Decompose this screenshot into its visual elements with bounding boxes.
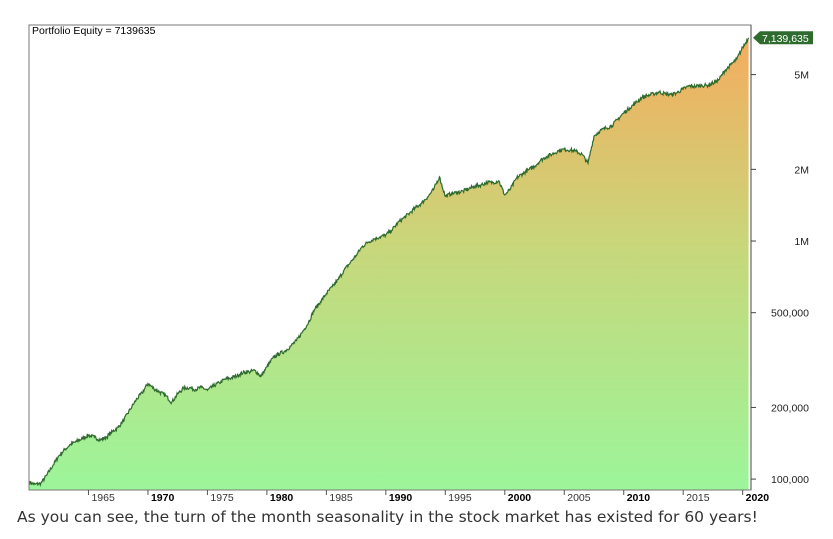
- x-tick-label: 2015: [686, 492, 710, 504]
- x-tick-label: 1995: [448, 492, 472, 504]
- equity-line: [29, 37, 750, 488]
- x-tick-label: 1990: [389, 492, 413, 504]
- y-tick-label: 2M: [794, 164, 809, 176]
- x-tick-label: 2000: [508, 492, 532, 504]
- chart-title: Portfolio Equity = 7139635: [32, 25, 156, 37]
- y-tick-label: 5M: [794, 70, 809, 82]
- y-tick-label: 500,000: [771, 308, 809, 320]
- x-tick-label: 1980: [270, 492, 294, 504]
- y-tick-label: 1M: [794, 236, 809, 248]
- last-value-label: 7,139,635: [762, 33, 809, 45]
- y-tick-label: 100,000: [771, 474, 809, 486]
- plot-area: [29, 37, 750, 490]
- y-tick-label: 200,000: [771, 402, 809, 414]
- x-tick-label: 2005: [567, 492, 591, 504]
- x-tick-label: 2010: [627, 492, 651, 504]
- x-tick-label: 1985: [329, 492, 353, 504]
- x-tick-label: 2020: [746, 492, 770, 504]
- equity-chart: 100,000 200,000 500,000 1M 2M 5M 1965 1970 1975…: [28, 24, 813, 504]
- last-value-badge: 7,139,635: [753, 31, 813, 45]
- x-tick-label: 1965: [91, 492, 115, 504]
- x-tick-label: 1970: [151, 492, 175, 504]
- y-axis: 100,000 200,000 500,000 1M 2M 5M: [751, 70, 809, 486]
- last-value-badge-shape: [753, 31, 813, 45]
- equity-area-fill: [29, 37, 749, 490]
- caption-text: As you can see, the turn of the month se…: [17, 508, 758, 526]
- x-axis: 1965 1970 1975 1980 1985 1990 1995 2000 2005 2010…: [87, 490, 770, 504]
- x-tick-label: 1975: [210, 492, 234, 504]
